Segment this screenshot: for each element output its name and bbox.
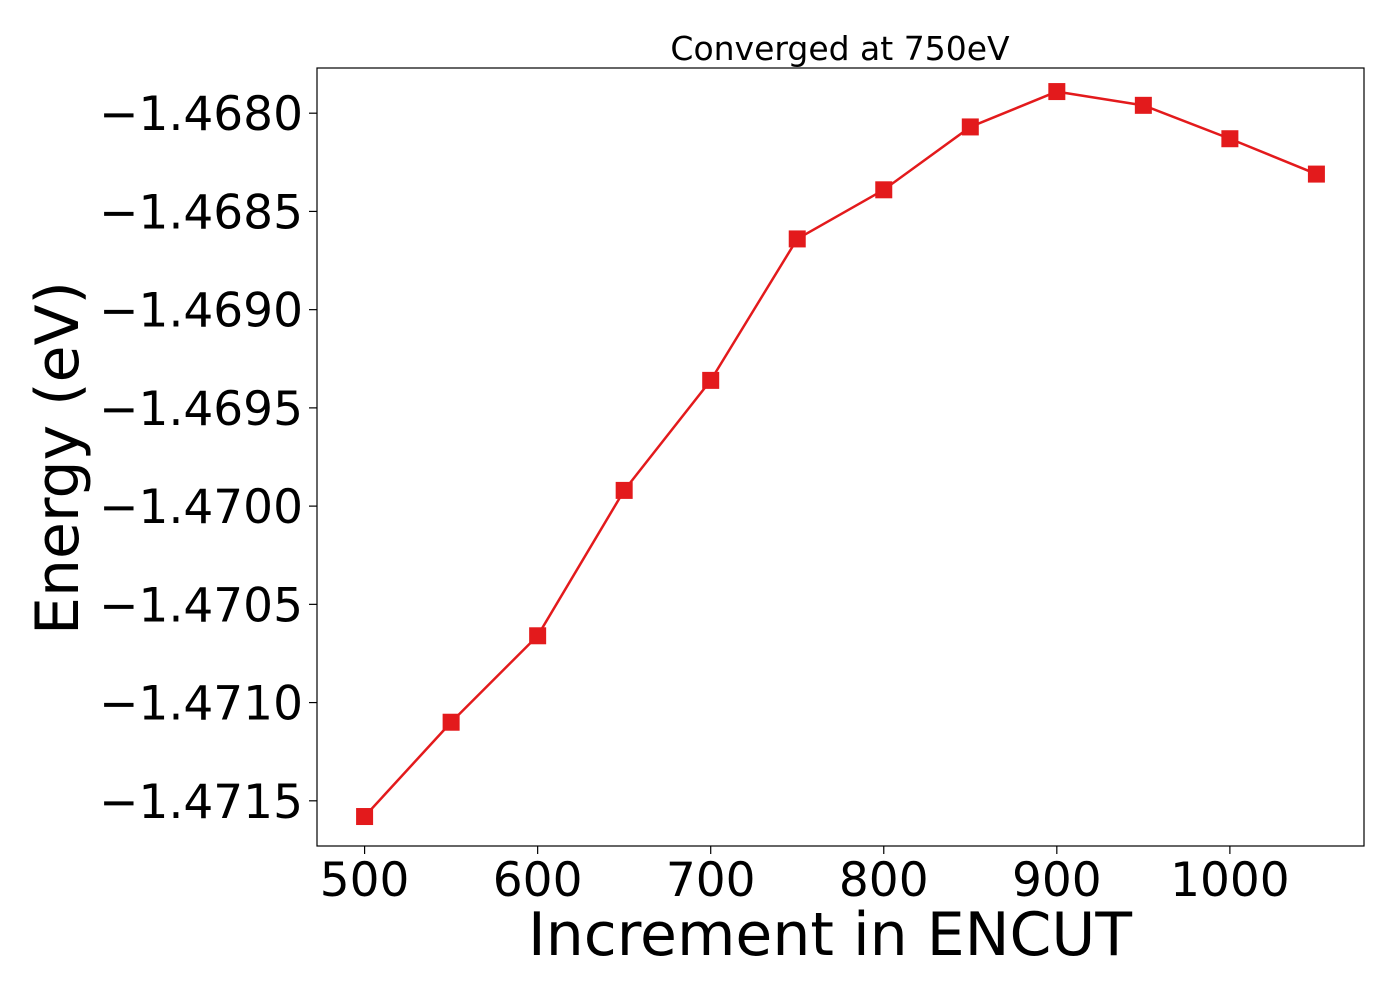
y-tick-label: −1.4695 — [99, 382, 303, 437]
y-tick-label: −1.4690 — [99, 284, 303, 339]
y-tick-label: −1.4715 — [99, 775, 303, 830]
data-point — [1221, 130, 1239, 148]
plot-frame — [316, 67, 1365, 847]
data-point — [442, 713, 460, 731]
data-point — [1307, 165, 1325, 183]
data-point — [356, 808, 374, 826]
data-point — [961, 118, 979, 136]
data-point — [1134, 96, 1152, 114]
series-line — [363, 90, 1317, 818]
data-point — [788, 230, 806, 248]
x-tick-label: 600 — [493, 853, 583, 908]
x-tick-label: 500 — [320, 853, 410, 908]
y-axis: −1.4715 −1.4710 −1.4705 −1.4700 −1.4695 −1.46… — [99, 87, 317, 830]
chart-title: Converged at 750eV — [670, 29, 1010, 68]
x-tick-label: 1000 — [1170, 853, 1290, 908]
x-tick-label: 800 — [839, 853, 929, 908]
y-tick-label: −1.4710 — [99, 677, 303, 732]
data-point — [702, 371, 720, 389]
x-tick-label: 900 — [1012, 853, 1102, 908]
x-axis-title: Increment in ENCUT — [528, 900, 1132, 970]
y-tick-label: −1.4705 — [99, 578, 303, 633]
y-tick-label: −1.4700 — [99, 480, 303, 535]
y-axis-title: Energy (eV) — [23, 281, 93, 635]
y-tick-label: −1.4680 — [99, 87, 303, 142]
x-axis: 500 600 700 800 900 1000 — [320, 846, 1290, 908]
data-point — [875, 181, 893, 199]
y-tick-label: −1.4685 — [99, 185, 303, 240]
data-point — [529, 627, 547, 645]
data-point — [1048, 83, 1066, 101]
x-tick-label: 700 — [666, 853, 756, 908]
data-point — [615, 481, 633, 499]
series-layer — [356, 83, 1325, 826]
plot-area — [316, 67, 1365, 847]
